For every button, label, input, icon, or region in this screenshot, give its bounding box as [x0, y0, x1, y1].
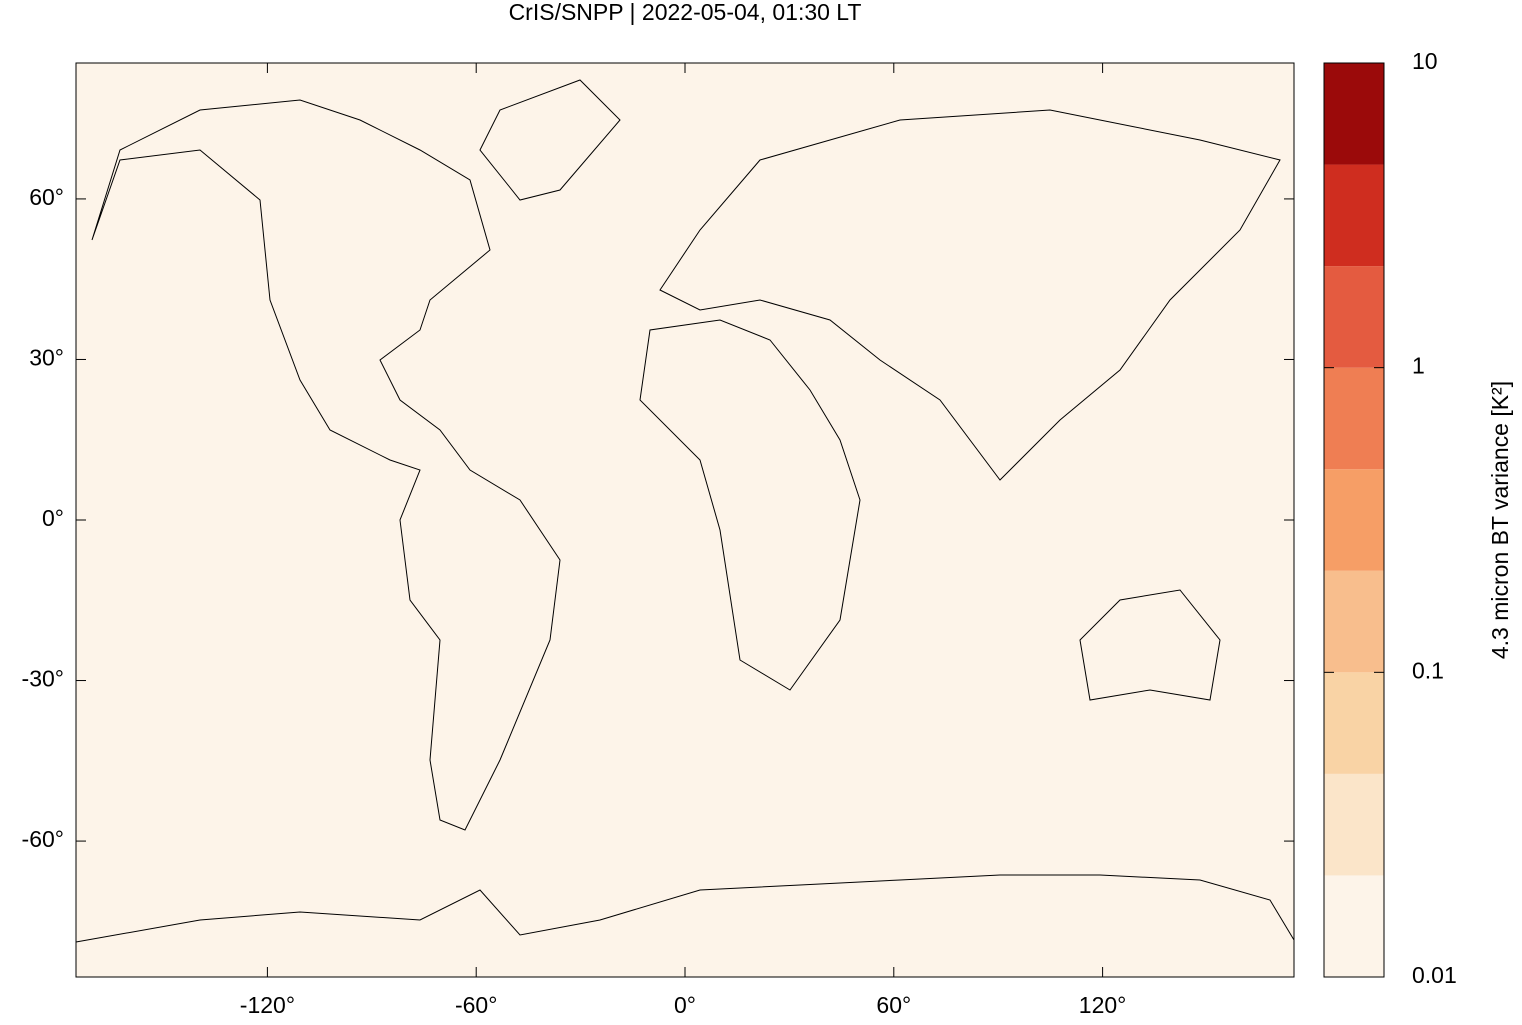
- colorbar-frame: [1323, 62, 1385, 978]
- colorbar-band: [1324, 672, 1384, 774]
- colorbar-band: [1324, 164, 1384, 267]
- colorbar-tick-label: 0.1: [1412, 657, 1444, 683]
- x-tick-label: -60°: [455, 992, 497, 1018]
- coast-africa: [639, 319, 861, 691]
- x-tick-label: 60°: [876, 992, 911, 1018]
- colorbar-tick-label: 1: [1412, 353, 1425, 379]
- colorbar-band: [1324, 570, 1384, 673]
- colorbar-band: [1324, 469, 1384, 571]
- colorbar-tick-label: 0.01: [1412, 962, 1457, 988]
- coast-antarctica: [75, 874, 1295, 943]
- x-tick-label: 0°: [674, 992, 696, 1018]
- y-tick-label: -30°: [22, 666, 64, 692]
- y-tick-label: 0°: [42, 505, 64, 531]
- y-tick-label: -60°: [22, 826, 64, 852]
- coastlines: [75, 79, 1295, 943]
- x-tick-label: 120°: [1079, 992, 1127, 1018]
- coast-eurasia: [659, 109, 1281, 481]
- coast-greenland: [479, 79, 621, 201]
- x-tick-label: -120°: [240, 992, 295, 1018]
- colorbar-band: [1324, 773, 1384, 876]
- colorbar-label: 4.3 micron BT variance [K²]: [1487, 381, 1513, 659]
- colorbar-band: [1324, 875, 1384, 977]
- colorbar-band: [1324, 367, 1384, 470]
- colorbar-tick-label: 10: [1412, 48, 1438, 74]
- chart-title: CrIS/SNPP | 2022-05-04, 01:30 LT: [509, 0, 862, 25]
- colorbar-band: [1324, 266, 1384, 368]
- y-tick-label: 60°: [29, 184, 64, 210]
- coast-australia: [1079, 589, 1221, 701]
- coast-americas: [91, 99, 561, 831]
- map-background: [76, 63, 1294, 977]
- colorbar-band: [1324, 63, 1384, 165]
- y-tick-label: 30°: [29, 345, 64, 371]
